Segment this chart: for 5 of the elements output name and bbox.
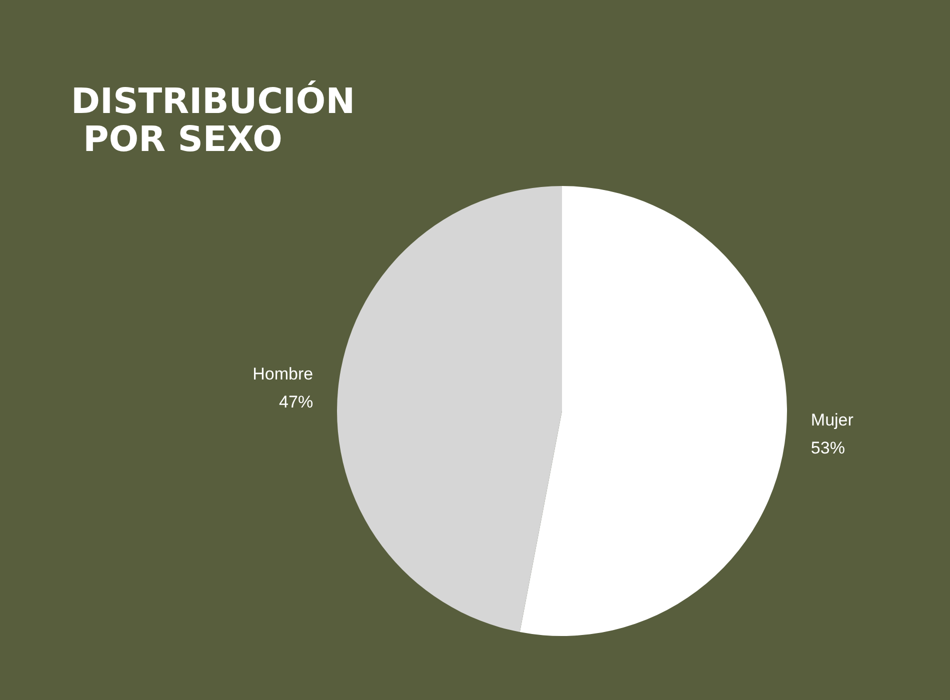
slice-label: Hombre [252, 364, 314, 384]
chart-title: DISTRIBUCIÓN POR SEXO [71, 80, 355, 160]
data-label: 47% [279, 392, 314, 412]
data-label: 53% [810, 438, 845, 458]
slice-label: Mujer [810, 410, 854, 430]
